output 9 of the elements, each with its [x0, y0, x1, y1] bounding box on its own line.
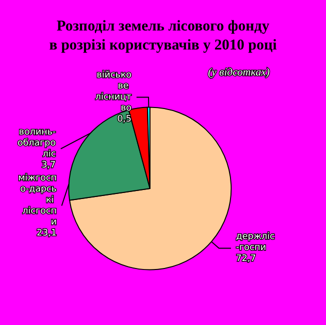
data-label: 23,1 — [36, 228, 57, 238]
slice-label: міжгоспо-дарські лісгоспи — [18, 173, 57, 228]
chart-title: Розподіл земель лісового фонду в розрізі користувачів у 2010 році — [49, 18, 277, 54]
data-label: 72,7 — [236, 254, 256, 264]
chart-subtitle: (у відсотках) — [208, 66, 270, 78]
slice-label: держліс-госпи — [236, 232, 275, 254]
slice-label: волинь-облагроліс — [17, 127, 56, 160]
data-label: 0,5 — [117, 114, 132, 124]
data-label: 3,7 — [41, 160, 56, 170]
